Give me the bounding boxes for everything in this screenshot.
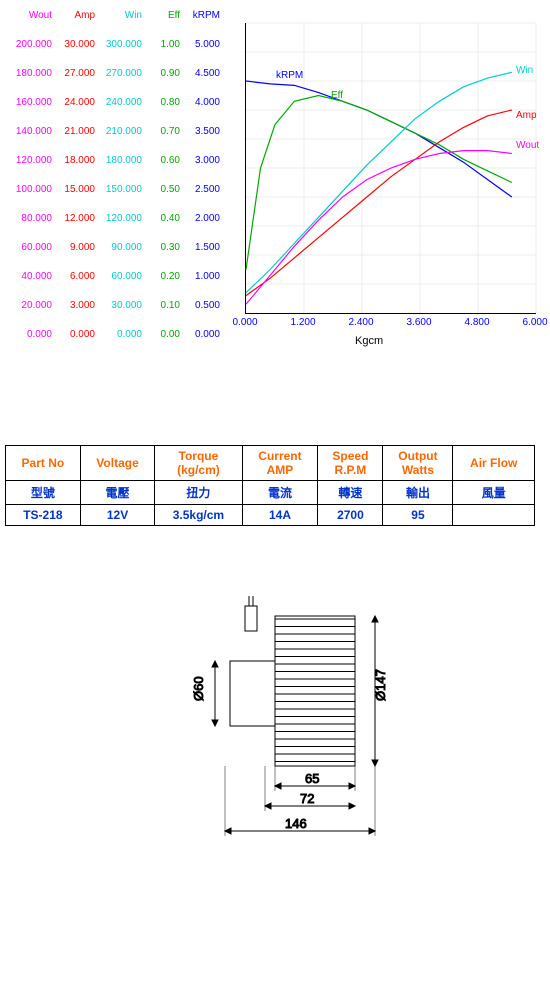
curve-label-win: Win <box>516 65 533 76</box>
th-en-0: Part No <box>6 446 81 481</box>
svg-text:72: 72 <box>300 791 314 806</box>
curve-wout <box>246 151 512 305</box>
svg-text:Ø147: Ø147 <box>373 669 388 701</box>
curve-label-amp: Amp <box>516 110 537 121</box>
td-5: 95 <box>383 505 453 526</box>
th-cn-6: 風量 <box>453 481 535 505</box>
td-4: 2700 <box>318 505 383 526</box>
td-1: 12V <box>80 505 154 526</box>
y-axis-win: Win300.000270.000240.000210.000180.00015… <box>100 10 142 358</box>
technical-drawing: Ø60 Ø147 65 72 146 <box>125 586 425 866</box>
th-cn-5: 輸出 <box>383 481 453 505</box>
th-en-2: Torque(kg/cm) <box>155 446 242 481</box>
svg-text:146: 146 <box>285 816 307 831</box>
td-0: TS-218 <box>6 505 81 526</box>
x-axis-title: Kgcm <box>355 335 383 347</box>
spec-table-wrap: Part NoVoltageTorque(kg/cm)CurrentAMPSpe… <box>5 445 545 526</box>
spec-table: Part NoVoltageTorque(kg/cm)CurrentAMPSpe… <box>5 445 535 526</box>
curve-label-wout: Wout <box>516 140 539 151</box>
td-6 <box>453 505 535 526</box>
th-cn-2: 扭力 <box>155 481 242 505</box>
th-cn-4: 轉速 <box>318 481 383 505</box>
th-cn-3: 電流 <box>242 481 318 505</box>
td-3: 14A <box>242 505 318 526</box>
th-en-5: OutputWatts <box>383 446 453 481</box>
curve-label-krpm: kRPM <box>276 70 303 81</box>
y-axis-krpm: kRPM5.0004.5004.0003.5003.0002.5002.0001… <box>185 10 220 358</box>
curve-eff <box>246 96 512 270</box>
th-en-3: CurrentAMP <box>242 446 318 481</box>
y-axis-wout: Wout200.000180.000160.000140.000120.0001… <box>10 10 52 358</box>
y-axis-eff: Eff1.000.900.800.700.600.500.400.300.200… <box>150 10 180 358</box>
th-en-6: Air Flow <box>453 446 535 481</box>
th-en-1: Voltage <box>80 446 154 481</box>
svg-text:Ø60: Ø60 <box>191 676 206 701</box>
th-cn-0: 型號 <box>6 481 81 505</box>
td-2: 3.5kg/cm <box>155 505 242 526</box>
curve-label-eff: Eff <box>331 90 343 101</box>
y-axis-amp: Amp30.00027.00024.00021.00018.00015.0001… <box>57 10 95 358</box>
performance-chart: Wout200.000180.000160.000140.000120.0001… <box>5 5 545 375</box>
curve-amp <box>246 110 512 296</box>
svg-text:65: 65 <box>305 771 319 786</box>
curve-win <box>246 72 512 292</box>
plot-area: kRPM Eff Win Amp Wout <box>245 23 536 314</box>
th-en-4: SpeedR.P.M <box>318 446 383 481</box>
th-cn-1: 電壓 <box>80 481 154 505</box>
